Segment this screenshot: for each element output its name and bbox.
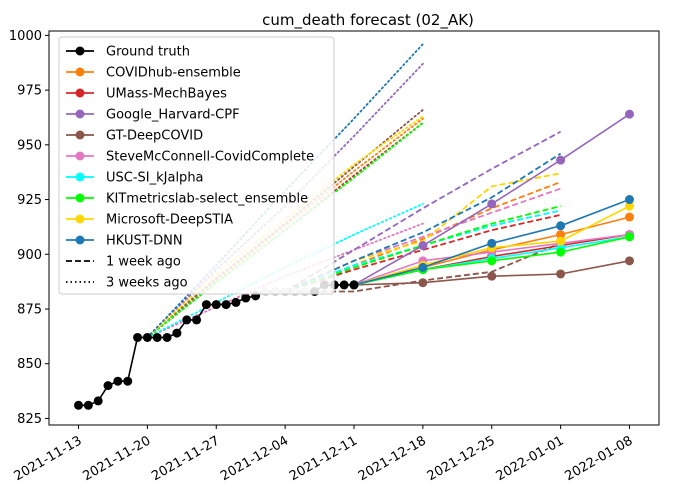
- line-3w-hkust-dnn: [146, 43, 424, 339]
- x-tick-label: 2021-11-13: [12, 433, 85, 484]
- x-tick-label: 2021-11-27: [149, 433, 222, 484]
- legend-swatch-marker: [75, 88, 85, 98]
- ground-truth-point: [349, 280, 359, 290]
- legend-label: HKUST-DNN: [106, 234, 183, 249]
- ground-truth-point: [133, 332, 143, 342]
- point-microsoft-deepstia: [624, 201, 634, 211]
- point-covidhub-ensemble: [624, 212, 634, 222]
- ground-truth-point: [231, 297, 241, 307]
- ground-truth-point: [123, 376, 133, 386]
- point-kitmetricslab-select-ensemble: [556, 247, 566, 257]
- legend-swatch-marker: [75, 109, 85, 119]
- y-tick-label: 850: [17, 357, 42, 372]
- x-tick-label: 2022-01-08: [563, 433, 636, 484]
- legend-box: [58, 36, 335, 295]
- ground-truth-point: [142, 332, 152, 342]
- legend-swatch-marker: [75, 130, 85, 140]
- ground-truth-point: [93, 396, 103, 406]
- legend-swatch-marker: [75, 46, 85, 56]
- legend: Ground truth COVIDhub-ensemble UMass-MechB…: [58, 36, 335, 295]
- y-tick-label: 875: [17, 302, 42, 317]
- ground-truth-point: [339, 280, 349, 290]
- y-tick-label: 925: [17, 193, 42, 208]
- legend-swatch-marker: [75, 235, 85, 245]
- point-hkust-dnn: [487, 238, 497, 248]
- ground-truth-point: [211, 300, 221, 310]
- y-tick-label: 825: [17, 412, 42, 427]
- ground-truth-point: [192, 315, 202, 325]
- point-gt-deepcovid: [556, 269, 566, 279]
- ground-truth-point: [182, 315, 192, 325]
- ground-truth-point: [172, 328, 182, 338]
- point-gt-deepcovid: [624, 256, 634, 266]
- legend-label: GT-DeepCOVID: [106, 129, 203, 144]
- point-covidhub-ensemble: [556, 230, 566, 240]
- x-tick-label: 2022-01-01: [494, 433, 567, 484]
- ground-truth-point: [152, 332, 162, 342]
- point-kitmetricslab-select-ensemble: [487, 256, 497, 266]
- legend-swatch-marker: [75, 67, 85, 77]
- point-gt-deepcovid: [487, 271, 497, 281]
- legend-label: COVIDhub-ensemble: [106, 66, 241, 81]
- x-tick-label: 2021-12-04: [218, 433, 291, 484]
- y-tick-label: 950: [17, 138, 42, 153]
- point-hkust-dnn: [556, 221, 566, 231]
- legend-swatch-marker: [75, 214, 85, 224]
- legend-one-week-label: 1 week ago: [106, 255, 181, 270]
- point-gt-deepcovid: [418, 278, 428, 288]
- ground-truth-point: [83, 400, 93, 410]
- legend-swatch-marker: [75, 193, 85, 203]
- legend-label: KITmetricslab-select_ensemble: [106, 192, 308, 207]
- point-google-harvard-cpf: [418, 241, 428, 251]
- legend-label: USC-SI_kJalpha: [106, 171, 204, 186]
- point-google-harvard-cpf: [487, 199, 497, 209]
- legend-label: Ground truth: [106, 45, 190, 60]
- ground-truth-point: [162, 332, 172, 342]
- legend-swatch-marker: [75, 151, 85, 161]
- x-axis: 2021-11-132021-11-202021-11-272021-12-04…: [12, 425, 636, 484]
- y-tick-label: 975: [17, 84, 42, 99]
- point-hkust-dnn: [418, 262, 428, 272]
- point-kitmetricslab-select-ensemble: [624, 232, 634, 242]
- ground-truth-point: [241, 293, 251, 303]
- point-hkust-dnn: [624, 195, 634, 205]
- ground-truth-point: [74, 400, 84, 410]
- point-google-harvard-cpf: [624, 109, 634, 119]
- line-1w-google-harvard-cpf: [284, 130, 562, 293]
- y-tick-label: 1000: [9, 29, 42, 44]
- x-tick-label: 2021-11-20: [80, 433, 153, 484]
- y-tick-label: 900: [17, 248, 42, 263]
- point-microsoft-deepstia: [556, 236, 566, 246]
- x-tick-label: 2021-12-18: [356, 433, 429, 484]
- legend-label: SteveMcConnell-CovidComplete: [106, 150, 314, 165]
- legend-label: Google_Harvard-CPF: [106, 108, 240, 123]
- ground-truth-point: [201, 300, 211, 310]
- ground-truth-point: [221, 300, 231, 310]
- chart-title: cum_death forecast (02_AK): [262, 11, 474, 30]
- ground-truth-point: [103, 381, 113, 391]
- ground-truth-point: [113, 376, 123, 386]
- legend-label: Microsoft-DeepSTIA: [106, 213, 233, 228]
- line-3w-kitmetricslab-select-ensemble: [146, 122, 424, 339]
- legend-label: UMass-MechBayes: [106, 87, 227, 102]
- legend-swatch-marker: [75, 172, 85, 182]
- point-google-harvard-cpf: [556, 155, 566, 165]
- y-axis: 825 850 875 900 925 950 975 1000: [9, 29, 49, 427]
- legend-three-weeks-label: 3 weeks ago: [106, 276, 188, 291]
- x-tick-label: 2021-12-25: [425, 433, 498, 484]
- x-tick-label: 2021-12-11: [287, 433, 360, 484]
